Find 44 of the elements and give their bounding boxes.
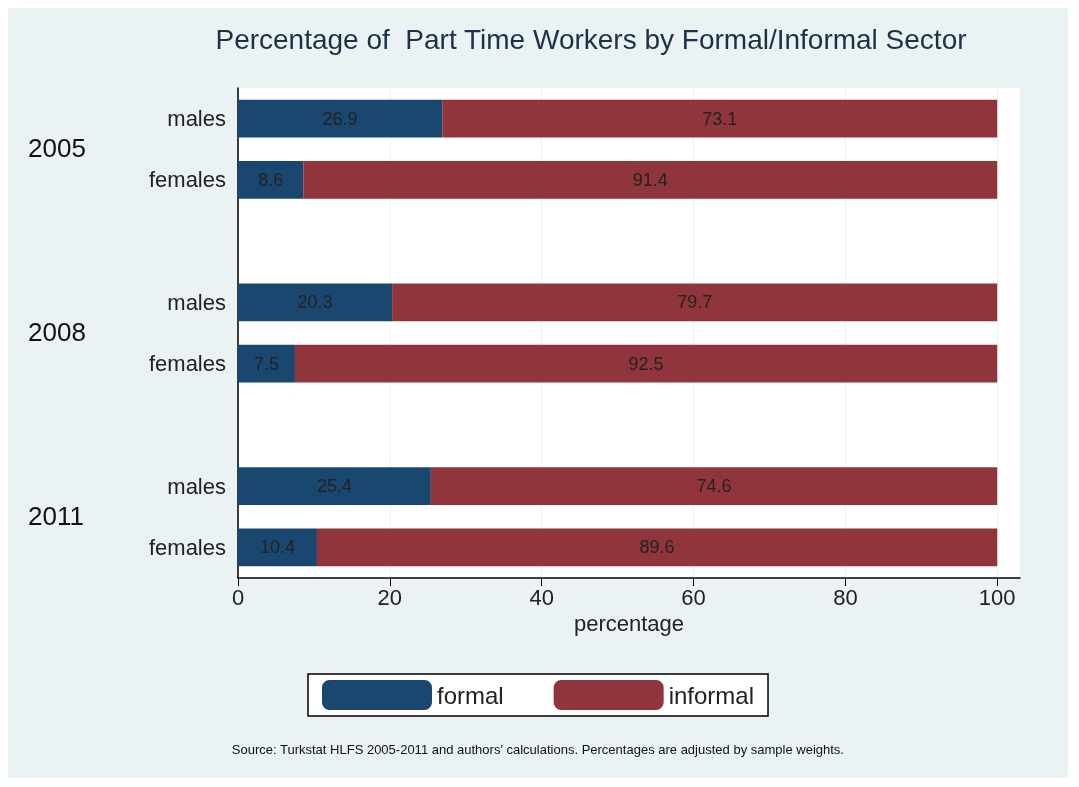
- legend-label: informal: [668, 681, 755, 709]
- bar: [392, 283, 998, 322]
- y-tick-label: males: [167, 106, 226, 132]
- bar: [238, 467, 431, 506]
- bar: [316, 528, 998, 567]
- y-tick-label: females: [148, 534, 226, 560]
- x-tick-label: 0: [231, 584, 245, 610]
- legend-label: formal: [436, 681, 504, 709]
- data-label: 7.5: [253, 353, 279, 374]
- y-tick-label: males: [167, 289, 226, 315]
- x-tick-label: 40: [529, 584, 554, 610]
- x-axis-title: percentage: [573, 611, 685, 637]
- bar: [238, 99, 443, 138]
- text: 2008: [28, 317, 86, 347]
- x-tick-label: 60: [681, 584, 706, 610]
- source-note: Source: Turkstat HLFS 2005-2011 and authors' calculations. Percentages are adjusted by sample weights.: [231, 742, 844, 757]
- data-label: 91.4: [632, 169, 668, 190]
- bar: [238, 283, 393, 322]
- x-tick-label: 20: [377, 584, 403, 610]
- data-label: 25.4: [316, 476, 352, 497]
- data-label: 26.9: [322, 108, 358, 129]
- bar: [294, 344, 998, 383]
- bar: [238, 528, 317, 567]
- data-label: 73.1: [702, 108, 738, 129]
- data-label: 74.6: [696, 476, 732, 497]
- y-tick-label: females: [148, 351, 226, 377]
- data-label: 92.5: [628, 353, 664, 374]
- data-label: 8.6: [258, 169, 284, 190]
- chart-title: Percentage of Part Time Workers by Formal/Informal Sector: [215, 23, 967, 55]
- data-label: 20.3: [297, 292, 333, 313]
- bar: [430, 467, 998, 506]
- bar: [238, 160, 304, 199]
- bar: [442, 99, 998, 138]
- y-tick-label: females: [148, 167, 226, 193]
- y-tick-label: males: [167, 473, 226, 499]
- bar: [238, 344, 295, 383]
- data-label: 10.4: [259, 537, 295, 558]
- text: 2005: [28, 133, 86, 164]
- x-tick-label: 80: [833, 584, 858, 610]
- x-tick-label: 100: [978, 584, 1016, 610]
- data-label: 79.7: [677, 292, 713, 313]
- data-label: 89.6: [639, 537, 675, 558]
- bar: [303, 160, 998, 199]
- text: 2011: [28, 500, 84, 531]
